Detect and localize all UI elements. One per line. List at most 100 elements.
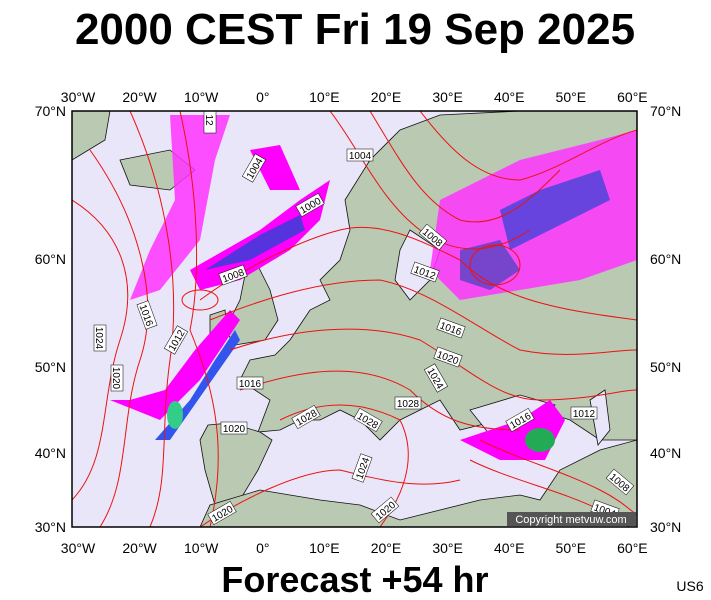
- isobar-label-box: [418, 223, 448, 251]
- isobar: [199, 226, 637, 321]
- isobar: [369, 111, 561, 223]
- precip: [500, 170, 610, 250]
- longitude-label: 20°E: [371, 89, 402, 105]
- precipitation: [110, 115, 637, 460]
- model: US6: [676, 578, 703, 594]
- isobar-label-text: 1028: [397, 399, 420, 410]
- isobar: [479, 439, 637, 516]
- longitude-label: 20°E: [371, 540, 402, 556]
- isobar-label-box: [241, 153, 267, 183]
- longitude-label: 30°W: [61, 89, 96, 105]
- isobar-label-box: [295, 192, 325, 218]
- copyright: Copyright metvuw.com: [515, 514, 626, 526]
- isobar-label-box: [605, 468, 635, 496]
- longitude-label: 20°W: [122, 540, 157, 556]
- latitude-label: 70°N: [35, 103, 66, 119]
- isobar-label-text: 1020: [223, 424, 246, 435]
- isobar-label-box: [346, 148, 374, 162]
- isobar-label-box: [136, 300, 158, 330]
- precip: [205, 215, 305, 270]
- isobar: [179, 111, 219, 527]
- latitude-label: 70°N: [650, 103, 681, 119]
- isobar-label: 1020: [220, 421, 248, 435]
- longitude-label: 50°E: [556, 540, 587, 556]
- isobar-label-text: 1004: [349, 151, 372, 162]
- isobar-label-text: 1012: [573, 409, 596, 420]
- isobar-label: 1020: [110, 364, 124, 392]
- isobar: [419, 111, 637, 181]
- isobar: [239, 370, 521, 431]
- isobar-label-box: [370, 496, 400, 524]
- longitude-label: 10°W: [184, 540, 219, 556]
- isobar-label: 1004: [346, 148, 374, 162]
- latitude-label: 60°N: [35, 251, 66, 267]
- map-frame: [71, 110, 638, 528]
- longitude-label: 40°E: [494, 89, 525, 105]
- isobar: [129, 111, 175, 527]
- longitude-label: 50°E: [556, 89, 587, 105]
- longitude-label: 30°E: [432, 540, 463, 556]
- precip: [155, 330, 240, 440]
- isobar: [279, 404, 409, 527]
- precip: [110, 310, 240, 420]
- isobar: [181, 289, 219, 311]
- isobars: [72, 111, 637, 527]
- isobar: [199, 469, 461, 527]
- isobar: [209, 279, 637, 355]
- isobar-label-box: [570, 406, 598, 420]
- latitude-label: 30°N: [650, 519, 681, 535]
- isobar-label-text: 1024: [93, 327, 104, 350]
- isobar: [89, 149, 149, 527]
- isobar-label-box: [110, 364, 124, 392]
- isobar-label-box: [203, 111, 217, 134]
- longitude-label: 40°E: [494, 540, 525, 556]
- isobar-label-text: 12: [203, 114, 214, 126]
- britain: [224, 259, 279, 346]
- isobar-label-box: [423, 363, 449, 393]
- longitude-label: 0°: [256, 540, 269, 556]
- isobar-label-box: [394, 396, 422, 410]
- isobar-label-box: [353, 407, 383, 433]
- longitude-label: 20°W: [122, 89, 157, 105]
- isobar-label: 1016: [236, 376, 264, 390]
- isobar-label-box: [410, 261, 440, 283]
- precip: [525, 428, 555, 452]
- precip: [167, 401, 183, 429]
- isobar-label: 1012: [570, 406, 598, 420]
- longitude-label: 30°W: [61, 540, 96, 556]
- copyright-box: [507, 512, 636, 526]
- isobar-label-box: [93, 324, 107, 352]
- isobar-label: 1024: [93, 324, 107, 352]
- caspian-sea: [589, 389, 611, 446]
- longitude-label: 10°W: [184, 89, 219, 105]
- isobar-label-box: [236, 376, 264, 390]
- isobar-label-box: [291, 404, 321, 430]
- isobar-label-box: [220, 421, 248, 435]
- isobar-label-box: [505, 407, 535, 433]
- longitude-label: 10°E: [309, 540, 340, 556]
- longitude-label: 10°E: [309, 89, 340, 105]
- longitude-label: 30°E: [432, 89, 463, 105]
- isobar: [229, 328, 637, 401]
- latitude-label: 40°N: [650, 445, 681, 461]
- isobar-label-box: [218, 264, 248, 286]
- isobar-label-box: [433, 346, 463, 368]
- isobar: [469, 244, 521, 286]
- isobar-label-box: [351, 453, 373, 483]
- latitude-label: 50°N: [650, 359, 681, 375]
- latitude-label: 50°N: [35, 359, 66, 375]
- longitude-label: 60°E: [617, 89, 648, 105]
- greenland: [72, 111, 111, 161]
- latitude-label: 40°N: [35, 445, 66, 461]
- isobar-label-box: [163, 325, 189, 355]
- isobar-label-text: 1016: [239, 379, 262, 390]
- isobar-label-text: 1020: [110, 367, 121, 390]
- precip: [130, 115, 230, 300]
- isobar-label-box: [436, 317, 466, 339]
- latitude-label: 30°N: [35, 519, 66, 535]
- longitude-label: 0°: [256, 89, 269, 105]
- precip: [250, 145, 300, 190]
- isobar-label: 12: [203, 111, 217, 134]
